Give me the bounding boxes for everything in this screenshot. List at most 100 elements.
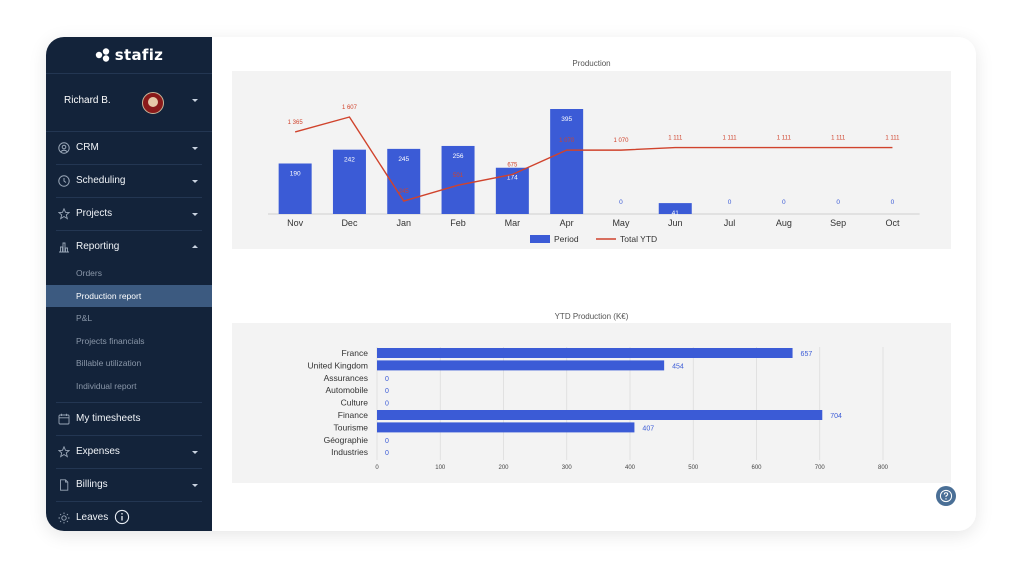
x-tick-label: 200 [498, 465, 509, 471]
sidebar-item-my-timesheets[interactable]: My timesheets [46, 403, 212, 435]
line-value-label: 1 607 [342, 105, 358, 111]
sidebar: stafiz Richard B. CRM Scheduling Project… [46, 37, 212, 531]
sidebar-item-projects[interactable]: Projects [46, 198, 212, 230]
series-line-total-ytd [294, 116, 893, 202]
chevron-up-icon [192, 245, 198, 248]
category-label: Tourisme [334, 422, 369, 432]
sidebar-subitem-projects-financials[interactable]: Projects financials [46, 330, 212, 352]
divider [56, 501, 202, 502]
sidebar-subitem-label: Projects financials [76, 336, 145, 346]
sidebar-item-label: Reporting [76, 241, 120, 252]
bar-value-label: 0 [385, 438, 389, 445]
sidebar-subitem-production-report[interactable]: Production report [46, 285, 212, 307]
bar [387, 148, 421, 214]
info-icon[interactable] [114, 509, 130, 525]
sidebar-subitem-label: Individual report [76, 381, 137, 391]
x-tick-label: Nov [287, 218, 304, 228]
legend-label-total-ytd: Total YTD [620, 234, 657, 244]
bar-value-label: 657 [801, 351, 813, 358]
calendar-icon [58, 413, 70, 425]
category-label: Assurances [324, 373, 368, 383]
sidebar-item-label: My timesheets [76, 413, 141, 424]
sidebar-subitem-pnl[interactable]: P&L [46, 307, 212, 329]
avatar [142, 92, 164, 114]
x-tick-label: 700 [815, 465, 826, 471]
bar-value-label: 41 [672, 210, 680, 217]
bar-value-label: 245 [398, 156, 409, 163]
sidebar-item-leaves[interactable]: Leaves [46, 502, 212, 531]
sidebar-subitem-label: Orders [76, 268, 102, 278]
bar-value-label: 242 [344, 157, 355, 164]
bar [550, 109, 584, 214]
x-tick-label: 600 [751, 465, 762, 471]
user-menu[interactable]: Richard B. [46, 73, 212, 132]
x-tick-label: 800 [878, 465, 889, 471]
bar [377, 422, 635, 433]
sidebar-item-label: Scheduling [76, 175, 126, 186]
line-value-label: 1 070 [559, 138, 575, 144]
bar [332, 149, 366, 214]
user-name: Richard B. [64, 95, 111, 106]
x-tick-label: Feb [450, 218, 466, 228]
sidebar-item-reporting[interactable]: Reporting [46, 231, 212, 263]
help-button[interactable] [936, 486, 956, 506]
bar-value-label: 0 [782, 199, 786, 206]
bar-value-label: 190 [290, 170, 301, 177]
bar-value-label: 0 [728, 199, 732, 206]
divider [56, 164, 202, 165]
x-tick-label: 500 [688, 465, 699, 471]
sidebar-subitem-label: P&L [76, 313, 93, 323]
category-label: France [342, 348, 369, 358]
chart-title: YTD Production (K€) [554, 312, 629, 321]
bar [495, 167, 529, 214]
bar [377, 360, 665, 371]
production-chart: 190 Nov 242 Dec 245 Jan 256 Feb 174 Mar 395 Apr 0 May… [268, 105, 920, 244]
x-tick-label: Dec [341, 218, 358, 228]
sidebar-subitem-label: Billable utilization [76, 358, 142, 368]
bar-value-label: 407 [642, 425, 654, 432]
category-label: United Kingdom [308, 360, 368, 370]
logo-icon [95, 48, 109, 62]
x-tick-label: Aug [776, 218, 792, 228]
x-tick-label: Mar [505, 218, 521, 228]
bar [278, 163, 312, 214]
chevron-down-icon [192, 180, 198, 183]
bar-value-label: 0 [619, 199, 623, 206]
chevron-down-icon [192, 213, 198, 216]
sidebar-item-crm[interactable]: CRM [46, 132, 212, 164]
x-tick-label: Jul [724, 218, 736, 228]
bar-value-label: 0 [385, 388, 389, 395]
sidebar-item-label: Billings [76, 479, 108, 490]
bar-value-label: 174 [507, 175, 518, 182]
sidebar-item-expenses[interactable]: Expenses [46, 436, 212, 468]
bar-value-label: 0 [385, 450, 389, 457]
bar-value-label: 704 [830, 413, 842, 420]
sidebar-item-label: Projects [76, 208, 113, 219]
sidebar-item-billings[interactable]: Billings [46, 469, 212, 501]
legend-swatch-period [530, 235, 550, 243]
sidebar-subitem-individual-report[interactable]: Individual report [46, 375, 212, 397]
sidebar-subitem-billable-utilization[interactable]: Billable utilization [46, 352, 212, 374]
sidebar-item-label: Expenses [76, 446, 120, 457]
bar-value-label: 454 [672, 363, 684, 370]
bar [658, 203, 692, 214]
sidebar-subitem-label: Production report [76, 291, 142, 301]
logo-text: stafiz [114, 46, 164, 64]
logo[interactable]: stafiz [46, 37, 212, 74]
category-label: Automobile [325, 385, 368, 395]
bar-value-label: 0 [385, 401, 389, 408]
line-value-label: 501 [453, 173, 464, 179]
category-label: Culture [341, 398, 369, 408]
line-value-label: 1 111 [831, 136, 846, 142]
line-value-label: 1 111 [777, 136, 792, 142]
sidebar-item-scheduling[interactable]: Scheduling [46, 165, 212, 197]
x-tick-label: Oct [885, 218, 900, 228]
sidebar-subitem-orders[interactable]: Orders [46, 262, 212, 284]
app-window: stafiz Richard B. CRM Scheduling Project… [46, 37, 976, 531]
bar-chart-icon [59, 242, 69, 253]
line-value-label: 675 [507, 162, 518, 168]
line-value-label: 1 111 [885, 136, 900, 142]
x-tick-label: 100 [435, 465, 446, 471]
bar [377, 348, 793, 358]
line-value-label: 1 111 [668, 136, 683, 142]
